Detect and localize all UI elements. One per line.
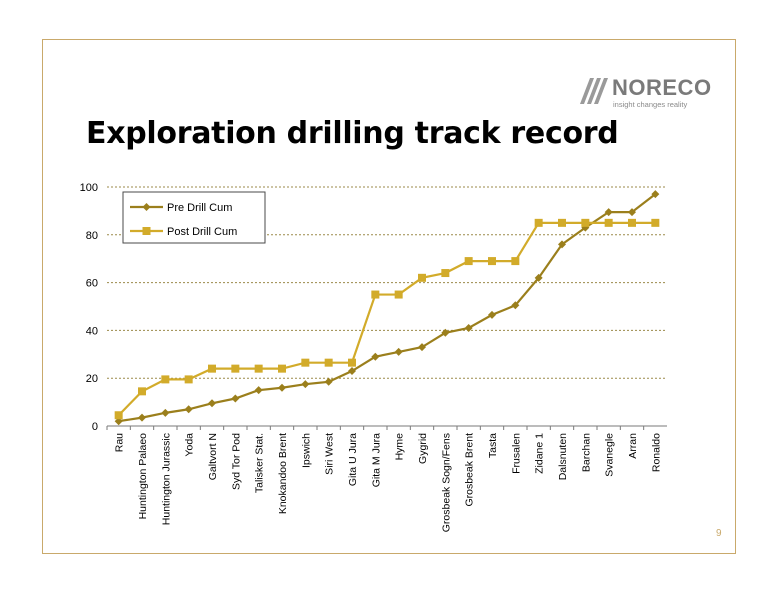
x-tick-label: Rau bbox=[114, 433, 126, 452]
y-tick-label: 20 bbox=[86, 373, 98, 385]
post-drill-point bbox=[161, 375, 170, 384]
post-drill-point bbox=[231, 364, 240, 373]
post-drill-point bbox=[604, 218, 613, 227]
post-drill-point bbox=[394, 290, 403, 299]
pre-drill-point bbox=[604, 208, 613, 217]
legend-label: Post Drill Cum bbox=[167, 226, 237, 238]
pre-drill-point bbox=[534, 273, 543, 282]
x-tick-label: Syd Tor Pod bbox=[230, 433, 242, 490]
pre-drill-point bbox=[254, 386, 263, 395]
y-tick-label: 40 bbox=[86, 325, 98, 337]
pre-drill-point bbox=[441, 328, 450, 337]
pre-drill-point bbox=[628, 208, 636, 217]
x-tick-label: Tasta bbox=[487, 433, 499, 458]
x-tick-label: Ipswich bbox=[300, 433, 312, 468]
post-drill-point bbox=[324, 358, 333, 367]
x-tick-label: Gita U Jura bbox=[347, 433, 359, 486]
x-tick-label: Gita M Jura bbox=[370, 433, 382, 487]
post-drill-point bbox=[208, 364, 216, 373]
post-drill-point bbox=[581, 218, 590, 227]
post-drill-point bbox=[418, 273, 426, 282]
post-drill-point bbox=[184, 375, 193, 384]
post-drill-point bbox=[348, 358, 356, 367]
x-tick-label: Zidane 1 bbox=[534, 433, 546, 474]
pre-drill-point bbox=[488, 310, 496, 319]
pre-drill-point bbox=[464, 324, 473, 333]
legend: Pre Drill Cum Post Drill Cum bbox=[122, 191, 266, 244]
x-tick-label: Galtvort N bbox=[207, 433, 219, 480]
x-tick-label: Barchan bbox=[580, 433, 592, 472]
slide-title: Exploration drilling track record bbox=[86, 116, 619, 151]
series-line-1 bbox=[117, 221, 656, 417]
pre-drill-point bbox=[301, 380, 310, 389]
pre-drill-point bbox=[161, 408, 170, 417]
post-drill-point bbox=[371, 290, 380, 299]
x-tick-label: Huntington Palaeo bbox=[137, 433, 149, 520]
post-drill-point bbox=[138, 387, 146, 396]
x-tick-label: Frusalen bbox=[510, 433, 522, 474]
axis-layer: 0 20 40 60 80 100 Rau Huntington Palaeo Huntingt… bbox=[80, 182, 667, 532]
pre-drill-point bbox=[324, 377, 333, 386]
pre-drill-point bbox=[394, 347, 403, 356]
post-drill-point bbox=[511, 257, 520, 266]
x-tick-label: Talisker Stat. bbox=[254, 433, 266, 493]
post-drill-point bbox=[278, 364, 286, 373]
x-tick-label: Svanegle bbox=[604, 433, 616, 477]
noreco-logo: NORECO insight changes reality bbox=[578, 75, 711, 112]
post-drill-point bbox=[488, 257, 496, 266]
post-drill-point bbox=[558, 218, 566, 227]
y-tick-label: 100 bbox=[80, 182, 98, 194]
x-tick-label: Yoda bbox=[184, 433, 196, 457]
pre-drill-point bbox=[371, 352, 380, 361]
pre-drill-point bbox=[558, 240, 566, 249]
pre-drill-point bbox=[511, 301, 520, 310]
pre-drill-point bbox=[184, 405, 193, 414]
y-tick-label: 0 bbox=[92, 421, 98, 433]
series-line-0 bbox=[118, 193, 657, 423]
post-drill-point bbox=[441, 269, 450, 278]
y-tick-label: 80 bbox=[86, 230, 98, 242]
pre-drill-point bbox=[418, 343, 426, 352]
y-tick-label: 60 bbox=[86, 278, 98, 290]
x-tick-label: Hyme bbox=[394, 433, 406, 461]
post-drill-point bbox=[301, 358, 310, 367]
x-tick-label: Grosbeak Brent bbox=[464, 433, 476, 507]
pre-drill-point bbox=[208, 399, 216, 408]
post-drill-point bbox=[254, 364, 263, 373]
post-drill-point bbox=[651, 218, 660, 227]
pre-drill-point bbox=[231, 394, 240, 403]
post-drill-point bbox=[628, 218, 636, 227]
series-layer bbox=[114, 190, 660, 426]
x-tick-label: Huntington Jurassic bbox=[160, 433, 172, 525]
x-tick-label: Dalsnuten bbox=[557, 433, 569, 480]
post-drill-point bbox=[534, 218, 543, 227]
legend-marker-square bbox=[142, 227, 151, 235]
pre-drill-point bbox=[278, 383, 286, 392]
x-tick-label: Knokandoo Brent bbox=[277, 433, 289, 514]
pre-drill-point bbox=[651, 190, 660, 199]
post-drill-point bbox=[114, 411, 123, 420]
slide-frame bbox=[42, 39, 736, 554]
pre-drill-point bbox=[348, 367, 356, 376]
pre-drill-point bbox=[138, 413, 146, 422]
logo-tagline: insight changes reality bbox=[613, 100, 688, 109]
logo-wordmark: NORECO bbox=[612, 75, 712, 100]
x-tick-label: Ronaldo bbox=[650, 433, 662, 472]
x-tick-label: Siri West bbox=[324, 433, 336, 475]
x-tick-label: Arran bbox=[627, 433, 639, 459]
x-tick-label: Gygrid bbox=[417, 433, 429, 464]
legend-marker-diamond bbox=[142, 203, 151, 211]
legend-label: Pre Drill Cum bbox=[167, 202, 232, 214]
page-number: 9 bbox=[716, 528, 722, 539]
x-tick-label: Grosbeak Sogn/Fens bbox=[440, 433, 452, 532]
post-drill-point bbox=[464, 257, 473, 266]
noreco-logo-mark-icon bbox=[580, 78, 608, 104]
